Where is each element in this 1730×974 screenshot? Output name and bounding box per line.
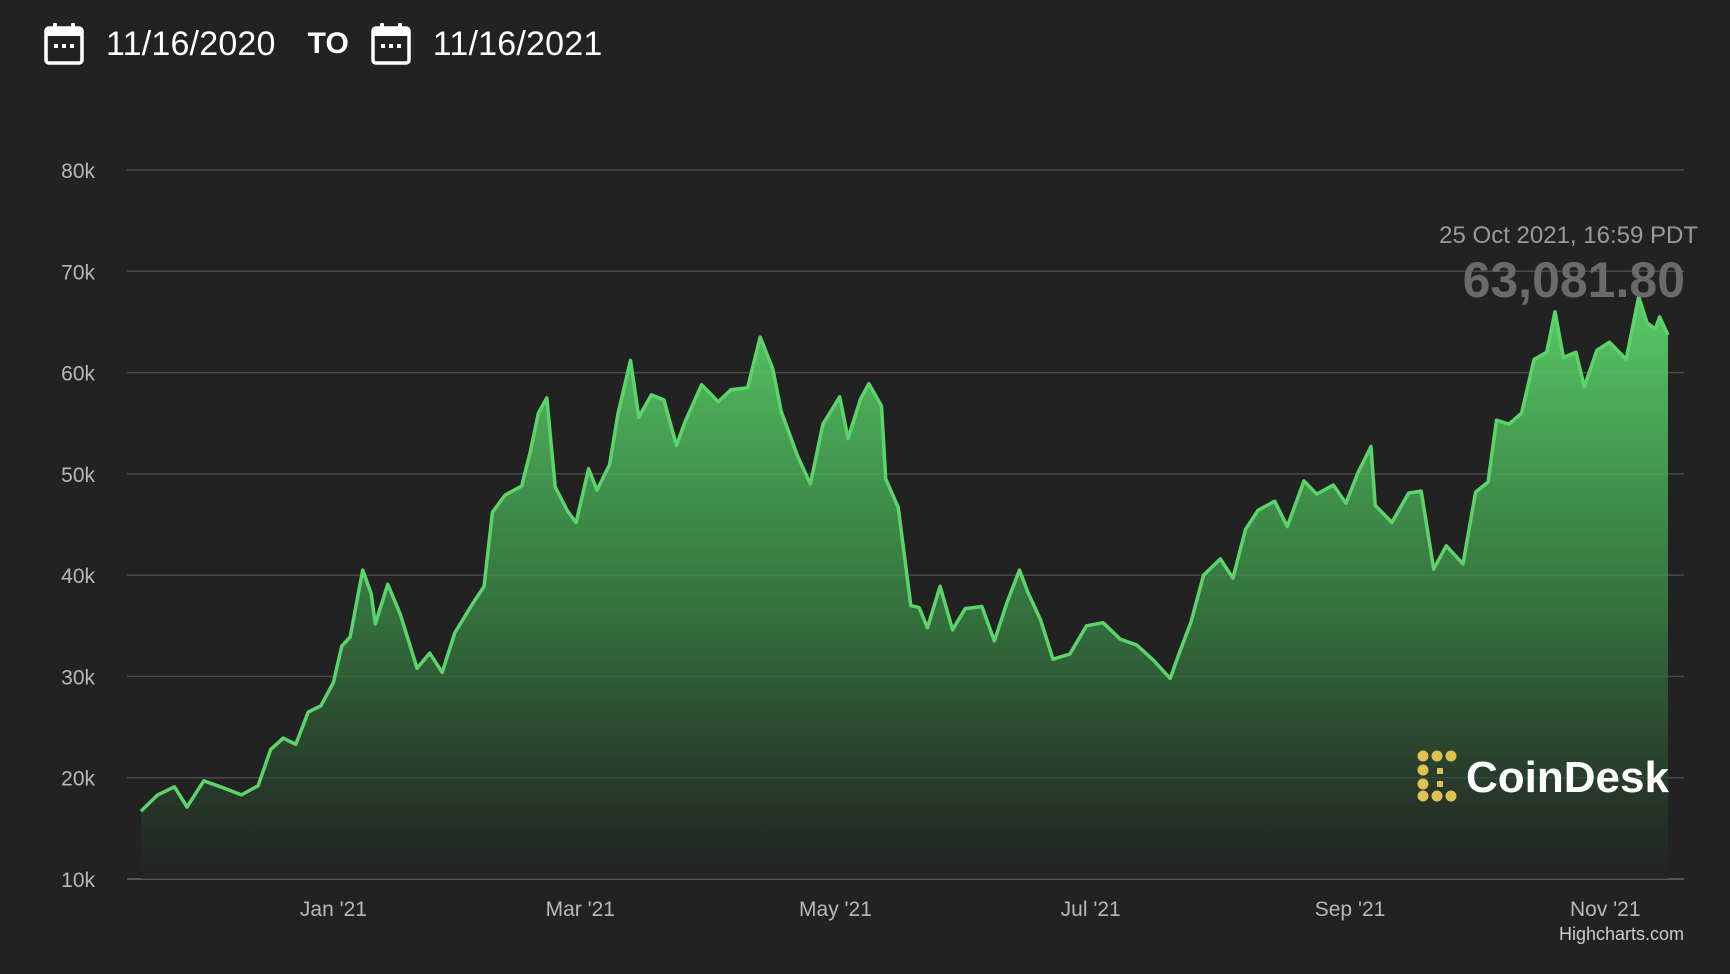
x-axis: Jan '21 Mar '21 May '21 Jul '21 Sep '21 Nov '… <box>300 898 1641 921</box>
y-tick-label: 50k <box>61 464 95 487</box>
y-tick-label: 20k <box>61 768 95 791</box>
calendar-icon <box>371 22 411 66</box>
y-tick-label: 30k <box>61 666 95 689</box>
highcharts-credit[interactable]: Highcharts.com <box>1559 924 1684 944</box>
tooltip-value: 63,081.80 <box>1463 252 1685 308</box>
date-range-selector: 11/16/2020 TO 11/16/2021 <box>44 18 602 70</box>
x-tick-label: Sep '21 <box>1315 898 1386 921</box>
x-tick-label: Jul '21 <box>1061 898 1121 921</box>
calendar-icon <box>44 22 84 66</box>
range-to-label: TO <box>307 27 349 60</box>
y-tick-label: 60k <box>61 363 95 386</box>
coindesk-logo-icon <box>1417 750 1457 802</box>
x-tick-label: Nov '21 <box>1570 898 1641 921</box>
end-date-text: 11/16/2021 <box>432 24 603 63</box>
x-tick-label: May '21 <box>799 898 872 921</box>
x-tick-label: Jan '21 <box>300 898 367 921</box>
y-tick-label: 70k <box>61 261 95 284</box>
start-date-text: 11/16/2020 <box>106 24 276 63</box>
x-tick-label: Mar '21 <box>546 898 615 921</box>
end-date-picker[interactable]: 11/16/2021 <box>371 22 603 66</box>
y-tick-label: 40k <box>61 565 95 588</box>
y-axis: 10k 20k 30k 40k 50k 60k 70k 80k <box>61 160 95 892</box>
start-date-picker[interactable]: 11/16/2020 <box>44 22 276 66</box>
y-tick-label: 80k <box>61 160 95 183</box>
coindesk-logo: CoinDesk <box>1417 750 1669 802</box>
brand-name: CoinDesk <box>1466 753 1669 802</box>
price-area <box>141 296 1668 880</box>
price-line <box>139 294 1670 813</box>
y-tick-label: 10k <box>61 869 95 892</box>
tooltip-date: 25 Oct 2021, 16:59 PDT <box>1439 222 1698 249</box>
